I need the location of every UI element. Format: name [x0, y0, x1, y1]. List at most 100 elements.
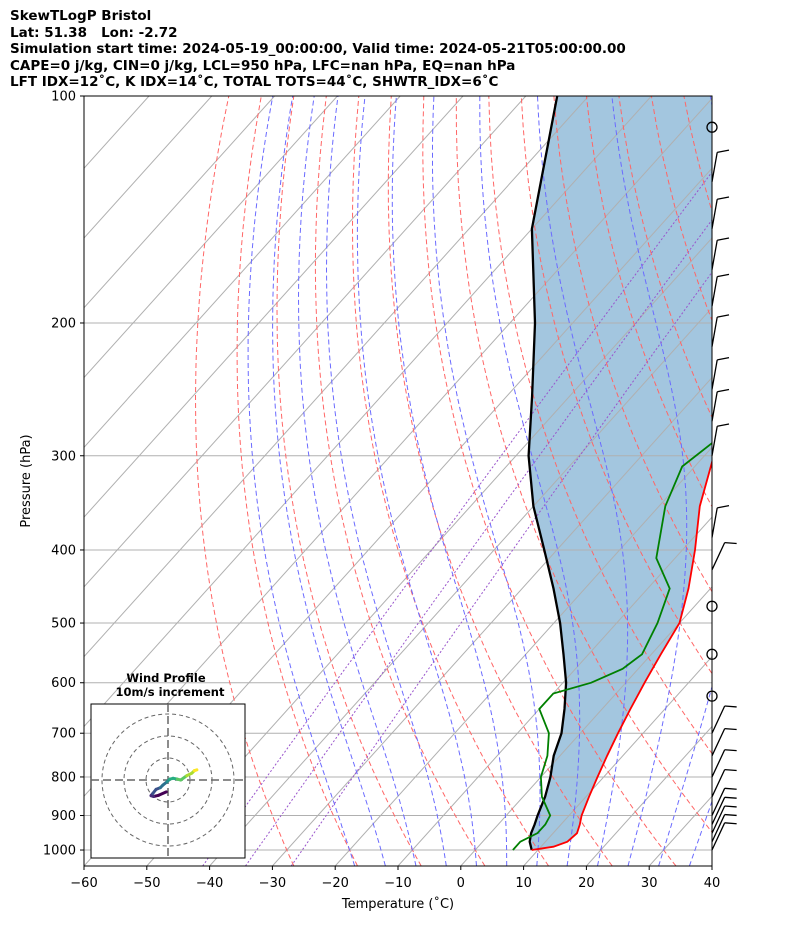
header-times: Simulation start time: 2024-05-19_00:00:…	[10, 41, 626, 57]
wind-barb-flag	[724, 813, 737, 817]
wind-barb-flag	[724, 749, 737, 752]
wind-barb-flag	[717, 423, 730, 427]
isotherm-line	[84, 96, 275, 309]
isotherm-line	[460, 586, 712, 866]
wind-barb-shaft	[711, 749, 726, 778]
dry-adiabat	[236, 96, 358, 866]
x-tick-label: 40	[704, 876, 721, 891]
wind-barb-flag	[717, 314, 730, 318]
y-tick-label: 600	[51, 676, 76, 691]
x-tick-label: −40	[196, 876, 223, 891]
wind-barb-shaft	[711, 152, 718, 183]
wind-barb-flag	[717, 505, 730, 509]
dry-adiabat	[749, 96, 794, 866]
moist-adiabat	[537, 96, 629, 866]
chart-header: SkewTLogP Bristol Lat: 51.38 Lon: -2.72 …	[10, 8, 626, 91]
inset-title: Wind Profile	[126, 671, 206, 685]
y-tick-label: 100	[51, 90, 76, 105]
x-tick-label: 10	[515, 876, 532, 891]
isotherm-line	[84, 96, 527, 588]
moist-adiabat	[247, 96, 356, 866]
isotherm-line	[84, 96, 338, 379]
isotherm-line	[146, 237, 712, 866]
wind-barb-shaft	[711, 240, 718, 270]
wind-barb	[711, 314, 730, 347]
dry-adiabat	[585, 96, 712, 508]
wind-barb-shaft	[711, 705, 726, 734]
moist-adiabat	[272, 96, 386, 866]
x-tick-label: 20	[578, 876, 595, 891]
isotherm-line	[84, 96, 213, 239]
y-tick-label: 800	[51, 770, 76, 785]
wind-barb-flag	[724, 796, 737, 799]
wind-barb-flag	[717, 237, 730, 241]
wind-barb-shaft	[711, 822, 726, 851]
dry-adiabat	[351, 96, 550, 866]
isotherm-line	[397, 516, 712, 866]
wind-barb	[711, 423, 730, 456]
dry-adiabat	[520, 96, 712, 675]
header-station: SkewTLogP Bristol	[10, 8, 152, 24]
wind-barb	[711, 273, 730, 307]
wind-barb-flag	[717, 196, 730, 200]
isotherm-line	[209, 307, 712, 866]
dry-adiabat	[422, 96, 677, 866]
wind-barb-shaft	[711, 359, 718, 390]
wind-barb-flag	[724, 541, 737, 545]
mixing-ratio-line	[290, 271, 712, 866]
x-tick-label: −20	[321, 876, 348, 891]
x-tick-label: −60	[70, 876, 97, 891]
wind-barb-shaft	[711, 542, 726, 571]
temperature-line	[531, 458, 712, 851]
hodograph-segment	[192, 768, 199, 773]
wind-barb	[711, 796, 737, 825]
moist-adiabat	[297, 96, 417, 866]
wind-barb-flag	[717, 149, 730, 154]
hodograph-ring	[101, 713, 235, 847]
wind-barb	[711, 805, 737, 834]
dry-adiabat	[387, 96, 613, 866]
dry-adiabat	[194, 96, 295, 866]
y-tick-label: 1000	[43, 844, 76, 859]
wind-barb-flag	[724, 822, 737, 825]
wind-barb-flag	[717, 273, 730, 278]
isotherm-line	[84, 96, 589, 658]
wind-barb-flag	[724, 705, 737, 708]
moist-adiabat	[611, 96, 688, 866]
wind-barb	[711, 768, 737, 798]
y-tick-label: 900	[51, 809, 76, 824]
isotherm-line	[523, 655, 712, 866]
parcel-profile-line	[527, 96, 568, 851]
wind-barb	[711, 196, 730, 229]
wind-barb-flag	[724, 787, 737, 790]
wind-barb-flag	[724, 805, 737, 808]
wind-barb-shaft	[711, 199, 718, 229]
wind-barb	[711, 388, 730, 422]
wind-barbs	[706, 121, 737, 851]
y-tick-label: 300	[51, 449, 76, 464]
x-tick-label: 30	[641, 876, 658, 891]
axes: −60 −50 −40 −30 −20 −10 0 10 20 30 40 1000 900 800 700…	[43, 90, 720, 892]
isotherm-line	[84, 96, 652, 728]
wind-barb-shaft	[711, 769, 726, 798]
wind-barb	[711, 357, 730, 390]
wind-barb-flag	[717, 357, 730, 361]
wind-barb	[711, 727, 737, 757]
wind-barb-shaft	[711, 507, 718, 538]
calm-wind-circle	[706, 121, 718, 133]
y-tick-label: 500	[51, 617, 76, 632]
inset-subtitle: 10m/s increment	[116, 685, 225, 699]
wind-barb-flag	[717, 388, 730, 393]
y-tick-label: 400	[51, 543, 76, 558]
calm-wind-circle	[706, 600, 718, 612]
x-tick-label: −30	[259, 876, 286, 891]
y-tick-label: 200	[51, 316, 76, 331]
wind-barb-flag	[724, 727, 737, 731]
inset-plot	[91, 704, 245, 858]
wind-barb-shaft	[711, 426, 718, 456]
wind-barb	[711, 749, 737, 778]
x-axis-title: Temperature (˚C)	[341, 896, 454, 912]
wind-barb	[711, 505, 730, 538]
wind-barb-shaft	[711, 276, 718, 307]
